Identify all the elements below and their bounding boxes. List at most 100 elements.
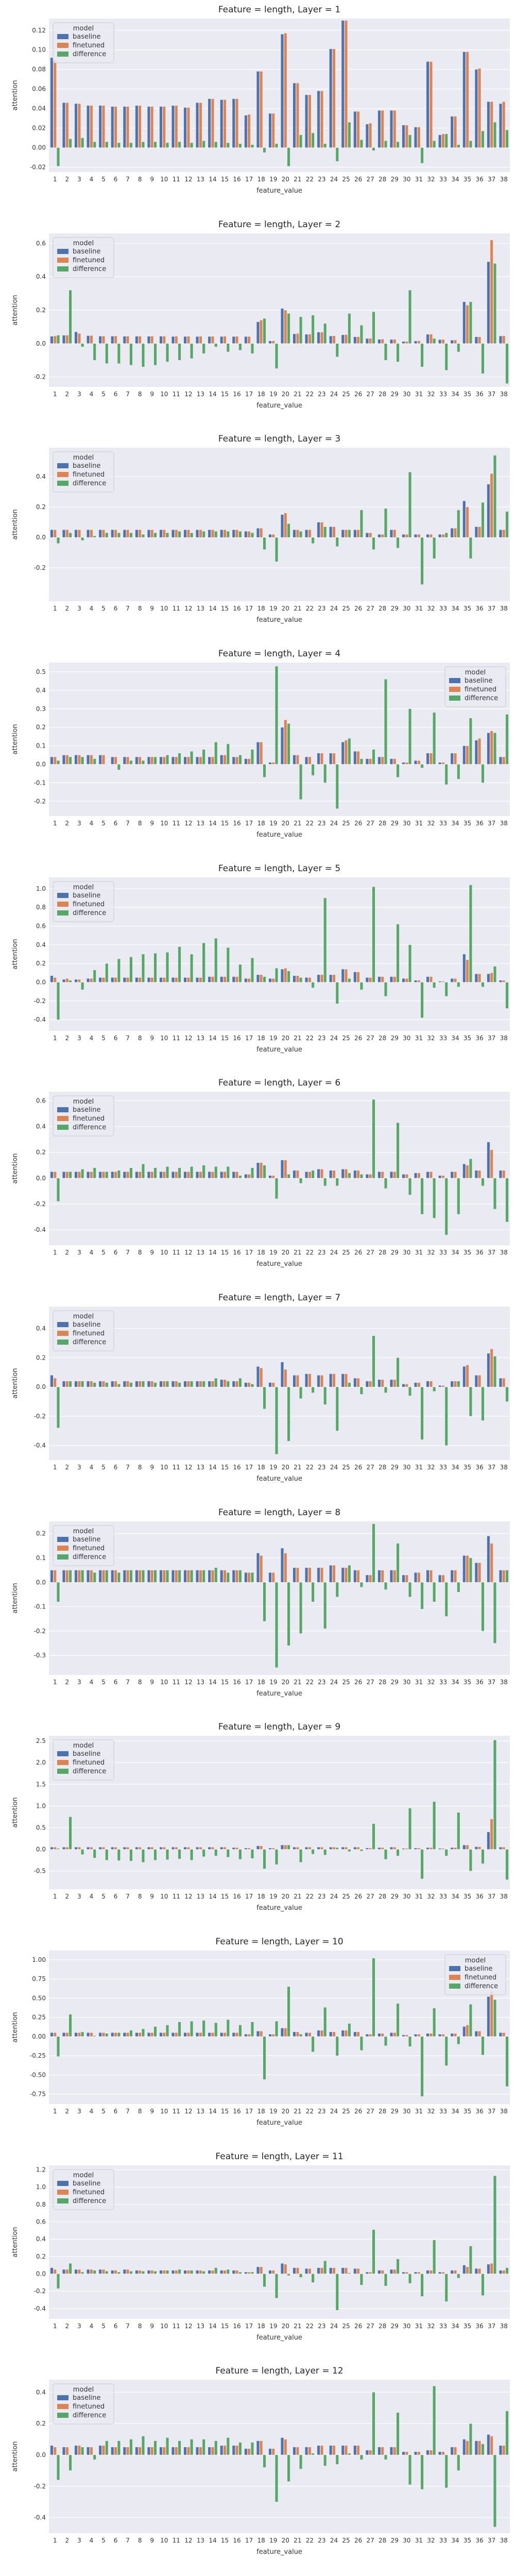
bar-difference: [481, 131, 485, 148]
y-tick-label: -0.02: [30, 164, 46, 171]
x-tick-label: 9: [150, 1249, 154, 1256]
y-tick-label: 0.04: [32, 105, 46, 112]
bar-baseline: [62, 2269, 65, 2274]
x-tick-label: 36: [475, 605, 483, 612]
bar-finetuned: [284, 2264, 287, 2274]
bar-finetuned: [381, 2033, 384, 2037]
bar-baseline: [183, 1381, 187, 1387]
bar-finetuned: [296, 530, 299, 538]
bar-baseline: [159, 336, 163, 344]
bar-baseline: [353, 111, 357, 148]
bar-difference: [311, 132, 315, 148]
bar-difference: [214, 531, 218, 538]
bar-finetuned: [308, 977, 312, 982]
bar-difference: [81, 756, 84, 765]
bar-difference: [214, 343, 218, 347]
x-tick-label: 3: [77, 1893, 81, 1900]
x-tick-label: 29: [391, 2108, 399, 2115]
bar-difference: [153, 1382, 157, 1387]
x-tick-label: 37: [488, 2323, 495, 2330]
bar-baseline: [123, 756, 126, 765]
bar-finetuned: [102, 977, 105, 982]
bar-difference: [251, 2272, 254, 2274]
legend-swatch-baseline: [57, 33, 69, 39]
bar-difference: [469, 141, 472, 148]
bar-baseline: [499, 1170, 502, 1179]
x-tick-label: 1: [53, 605, 57, 612]
bar-difference: [166, 1381, 169, 1387]
bar-baseline: [171, 1847, 175, 1850]
bar-difference: [153, 756, 157, 765]
x-tick-label: 13: [197, 1893, 204, 1900]
bar-finetuned: [114, 1570, 117, 1582]
x-tick-label: 2: [65, 1249, 70, 1256]
bar-finetuned: [320, 974, 323, 982]
bar-finetuned: [211, 530, 214, 538]
bar-finetuned: [478, 2441, 481, 2455]
bar-difference: [311, 315, 315, 344]
bar-finetuned: [405, 2272, 408, 2274]
bar-difference: [335, 2455, 339, 2465]
bar-baseline: [305, 756, 308, 765]
bar-baseline: [268, 762, 272, 765]
bar-difference: [93, 1849, 96, 1858]
bar-finetuned: [430, 2033, 433, 2037]
x-tick-label: 27: [367, 2108, 374, 2115]
bar-difference: [457, 1381, 460, 1387]
y-tick-label: 0.2: [36, 503, 46, 511]
bar-finetuned: [102, 335, 105, 344]
bar-baseline: [98, 2032, 102, 2037]
chart-title: Feature = length, Layer = 10: [215, 1937, 343, 1947]
bar-difference: [129, 142, 133, 148]
bar-finetuned: [332, 48, 336, 148]
x-tick-label: 38: [500, 2108, 508, 2115]
x-tick-label: 4: [90, 391, 94, 398]
bar-finetuned: [126, 530, 129, 538]
bar-difference: [444, 981, 448, 996]
x-tick-label: 4: [90, 820, 94, 827]
bar-difference: [117, 2032, 121, 2037]
x-tick-label: 13: [197, 1464, 204, 1471]
bar-difference: [263, 147, 266, 153]
bar-finetuned: [320, 753, 323, 765]
bar-finetuned: [223, 2270, 227, 2274]
bar-difference: [359, 1849, 363, 1852]
bar-finetuned: [441, 2034, 445, 2037]
bar-baseline: [62, 755, 65, 765]
x-tick-label: 36: [475, 2537, 483, 2544]
x-tick-label: 3: [77, 1464, 81, 1471]
bar-finetuned: [466, 1365, 469, 1387]
x-tick-label: 12: [184, 2108, 192, 2115]
bar-baseline: [402, 762, 405, 765]
y-axis-label: attention: [11, 510, 19, 540]
bar-baseline: [62, 1847, 65, 1850]
x-tick-label: 37: [488, 1464, 495, 1471]
bar-difference: [166, 2270, 169, 2274]
bar-baseline: [87, 1847, 90, 1850]
bar-difference: [481, 502, 485, 538]
x-tick-label: 2: [65, 391, 70, 398]
bar-finetuned: [417, 980, 421, 982]
bar-baseline: [196, 756, 199, 765]
bar-difference: [420, 537, 424, 585]
bar-finetuned: [356, 1378, 360, 1387]
x-tick-label: 10: [160, 1464, 168, 1471]
bar-baseline: [74, 1172, 78, 1179]
bar-finetuned: [393, 2447, 397, 2455]
x-tick-label: 34: [451, 176, 459, 183]
bar-finetuned: [150, 530, 154, 538]
x-tick-label: 20: [282, 176, 289, 183]
bar-difference: [433, 2240, 436, 2274]
legend-label: finetuned: [73, 2189, 105, 2196]
x-tick-label: 37: [488, 1035, 495, 1042]
bar-finetuned: [90, 2269, 93, 2274]
bar-finetuned: [126, 2447, 129, 2455]
bar-finetuned: [296, 2447, 299, 2455]
bar-baseline: [87, 1381, 90, 1387]
x-tick-label: 31: [415, 176, 423, 183]
x-tick-label: 34: [451, 1249, 459, 1256]
plot-area: [49, 1521, 510, 1675]
bar-difference: [457, 343, 460, 352]
bar-baseline: [450, 1381, 454, 1387]
